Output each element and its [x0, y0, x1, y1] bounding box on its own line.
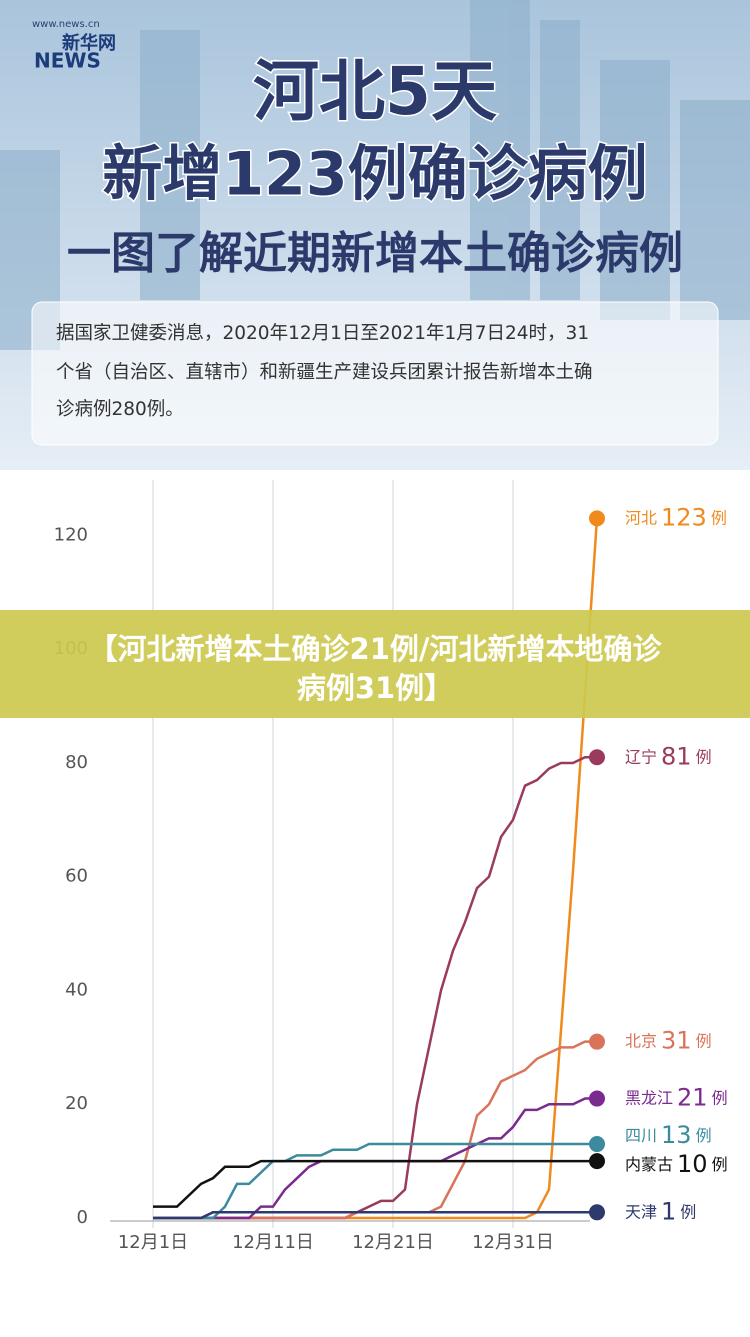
- y-tick-label: 0: [77, 1207, 88, 1228]
- info-box: [31, 301, 719, 446]
- buildings: [0, 0, 750, 350]
- subtitle: 一图了解近期新增本土确诊病例: [67, 228, 683, 279]
- info-text: 据国家卫健委消息，2020年12月1日至2021年1月7日24时，31: [56, 323, 589, 344]
- banner-text: 病例31例】: [297, 671, 453, 705]
- series-last-value: 13: [661, 1121, 692, 1149]
- info-text: 个省（自治区、直辖市）和新疆生产建设兵团累计报告新增本土确: [56, 362, 593, 383]
- title: 河北5天: [253, 53, 497, 130]
- end-marker: [589, 1153, 605, 1170]
- unit: 例: [680, 1202, 696, 1221]
- title: 新增123例确诊病例: [102, 140, 647, 210]
- plot: 02040608010012012月1日12月11日12月21日12月31日河北…: [54, 480, 728, 1253]
- x-tick-label: 12月21日: [352, 1232, 434, 1253]
- series-name: 天津: [625, 1202, 657, 1221]
- series-name: 北京: [625, 1031, 657, 1050]
- end-label: 天津 1 例: [625, 1197, 696, 1225]
- series-name: 四川: [625, 1126, 657, 1145]
- unit: 例: [712, 1088, 728, 1107]
- end-label: 内蒙古 10 例: [625, 1150, 728, 1178]
- y-tick-label: 120: [54, 524, 88, 545]
- unit: 例: [696, 1126, 712, 1145]
- series-last-value: 1: [661, 1197, 676, 1225]
- banner-text: 【河北新增本土确诊21例/河北新增本地确诊: [89, 632, 663, 666]
- logo-news: NEWS: [34, 49, 101, 73]
- end-marker: [589, 749, 605, 766]
- unit: 例: [711, 508, 727, 527]
- series-name: 辽宁: [625, 747, 657, 766]
- end-marker: [589, 1090, 605, 1107]
- logo-url: www.news.cn: [32, 19, 100, 30]
- series-last-value: 31: [661, 1027, 692, 1055]
- unit: 例: [696, 1031, 712, 1050]
- end-marker: [589, 1204, 605, 1221]
- series-name: 黑龙江: [625, 1088, 673, 1107]
- unit: 例: [696, 747, 712, 766]
- end-marker: [589, 1136, 605, 1153]
- series-line: [153, 1211, 597, 1220]
- end-marker: [589, 510, 605, 527]
- series-last-value: 10: [677, 1150, 708, 1178]
- series-line: [153, 1142, 597, 1220]
- y-tick-label: 60: [65, 866, 88, 887]
- x-tick-label: 12月11日: [232, 1232, 314, 1253]
- info-text: 诊病例280例。: [56, 399, 184, 420]
- unit: 例: [712, 1155, 728, 1174]
- series-line: [153, 1159, 597, 1208]
- end-label: 河北 123 例: [625, 503, 727, 531]
- series-last-value: 81: [661, 742, 692, 770]
- end-label: 黑龙江 21 例: [625, 1084, 728, 1112]
- series-name: 河北: [625, 508, 657, 527]
- end-label: 北京 31 例: [625, 1027, 712, 1055]
- y-tick-label: 20: [65, 1093, 88, 1114]
- end-label: 四川 13 例: [625, 1121, 712, 1149]
- end-label: 辽宁 81 例: [625, 742, 712, 770]
- x-tick-label: 12月31日: [472, 1232, 554, 1253]
- banner: [0, 610, 750, 718]
- end-marker: [589, 1033, 605, 1050]
- series-name: 内蒙古: [625, 1155, 673, 1174]
- x-tick-label: 12月1日: [118, 1232, 188, 1253]
- y-tick-label: 80: [65, 752, 88, 773]
- series-last-value: 21: [677, 1084, 708, 1112]
- logo-brand: 新华网: [62, 32, 116, 54]
- y-tick-label: 40: [65, 979, 88, 1000]
- series-last-value: 123: [661, 503, 707, 531]
